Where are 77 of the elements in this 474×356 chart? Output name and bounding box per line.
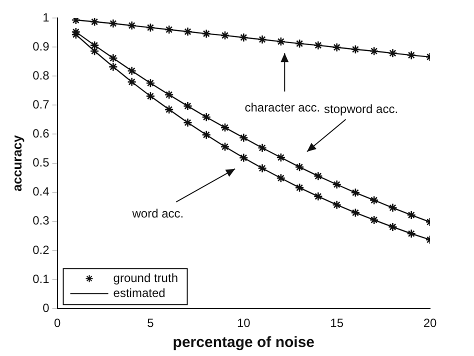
point [350,188,360,198]
y-tick-label: 0.4 [32,184,50,199]
legend-label: ground truth [113,270,178,285]
x-tick-label: 5 [147,316,154,330]
point [388,203,398,212]
point [369,215,379,225]
point [314,40,323,50]
point [220,122,230,132]
y-tick-label: 0.5 [32,156,50,170]
point [164,104,174,114]
point [220,30,230,40]
y-tick-label: 0.2 [32,242,50,257]
point [108,53,118,63]
point [258,143,267,153]
point [202,130,212,140]
point [108,18,118,28]
y-tick-label: 0.6 [32,126,50,141]
y-tick-label: 0.7 [32,97,50,112]
point [146,78,156,88]
point [369,196,379,205]
point [108,62,118,72]
point [183,118,192,128]
point [146,92,156,101]
x-tick-label: 0 [54,316,61,330]
point [332,42,342,52]
point [406,228,416,238]
point [202,112,212,122]
point [238,32,248,42]
point [202,29,212,38]
point [276,36,286,46]
point [406,50,416,60]
x-tick-label: 15 [330,316,344,330]
y-tick-label: 0.1 [32,272,50,286]
point [183,27,192,36]
point [294,38,304,48]
point [146,22,156,32]
point [388,48,398,58]
point [294,183,304,192]
point [314,192,323,202]
point [220,142,230,152]
x-axis-title: percentage of noise [172,334,314,352]
point [350,44,360,54]
annotation: stopword acc. [324,102,398,116]
point [388,222,398,232]
x-tick-label: 10 [236,316,251,330]
point [350,208,360,218]
legend-label: estimated [113,286,166,300]
point [164,24,174,34]
point [127,66,136,76]
point [294,162,304,172]
annotation: word acc. [131,206,184,220]
x-tick-label: 20 [423,316,437,330]
point [127,20,136,30]
y-tick-label: 0 [42,300,50,315]
y-tick-label: 1 [42,10,50,24]
point [258,34,267,44]
point [127,77,136,87]
y-axis-title: accuracy [9,134,24,192]
point [164,90,174,100]
point [314,171,323,181]
point [406,210,416,220]
point [258,164,267,173]
point [71,18,81,25]
y-tick-label: 0.3 [32,214,50,228]
point [332,200,342,210]
point [369,46,379,56]
y-tick-label: 0.9 [32,39,50,54]
point [276,173,286,183]
point [71,30,81,40]
point [276,152,286,162]
point [90,18,100,26]
point [238,133,248,142]
point [238,153,248,162]
point [183,101,192,111]
y-tick-label: 0.8 [32,68,50,82]
annotation: character acc. [244,100,320,115]
point [332,180,342,190]
